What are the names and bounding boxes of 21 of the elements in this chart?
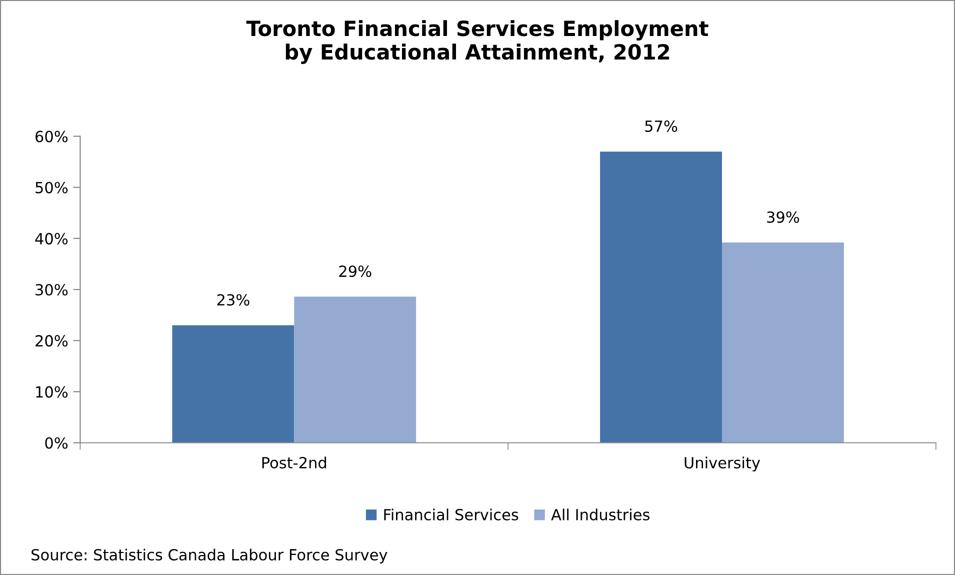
data-label: 57% bbox=[645, 120, 678, 132]
data-label: 23% bbox=[217, 294, 250, 306]
bar bbox=[294, 296, 416, 443]
chart-title: Toronto Financial Services Employment by Educational Attainment, 2012 bbox=[246, 20, 708, 64]
bar bbox=[722, 242, 844, 443]
y-tick-label: 30% bbox=[36, 284, 68, 296]
bar bbox=[172, 325, 294, 443]
legend-label: Financial Services bbox=[384, 508, 518, 520]
y-tick-label: 10% bbox=[36, 386, 68, 398]
y-tick-label: 0% bbox=[45, 437, 68, 449]
x-tick-label: Post-2nd bbox=[262, 456, 326, 468]
x-tick-label: University bbox=[684, 456, 760, 472]
y-tick-label: 50% bbox=[36, 182, 68, 194]
bar bbox=[600, 152, 722, 443]
y-tick-label: 60% bbox=[36, 130, 68, 142]
legend-label: All Industries bbox=[551, 508, 650, 520]
source-note: Source: Statistics Canada Labour Force Survey bbox=[32, 548, 388, 564]
data-label: 39% bbox=[767, 211, 800, 223]
data-label: 29% bbox=[339, 265, 372, 278]
y-tick-label: 40% bbox=[35, 232, 68, 244]
y-tick-label: 20% bbox=[36, 335, 68, 347]
